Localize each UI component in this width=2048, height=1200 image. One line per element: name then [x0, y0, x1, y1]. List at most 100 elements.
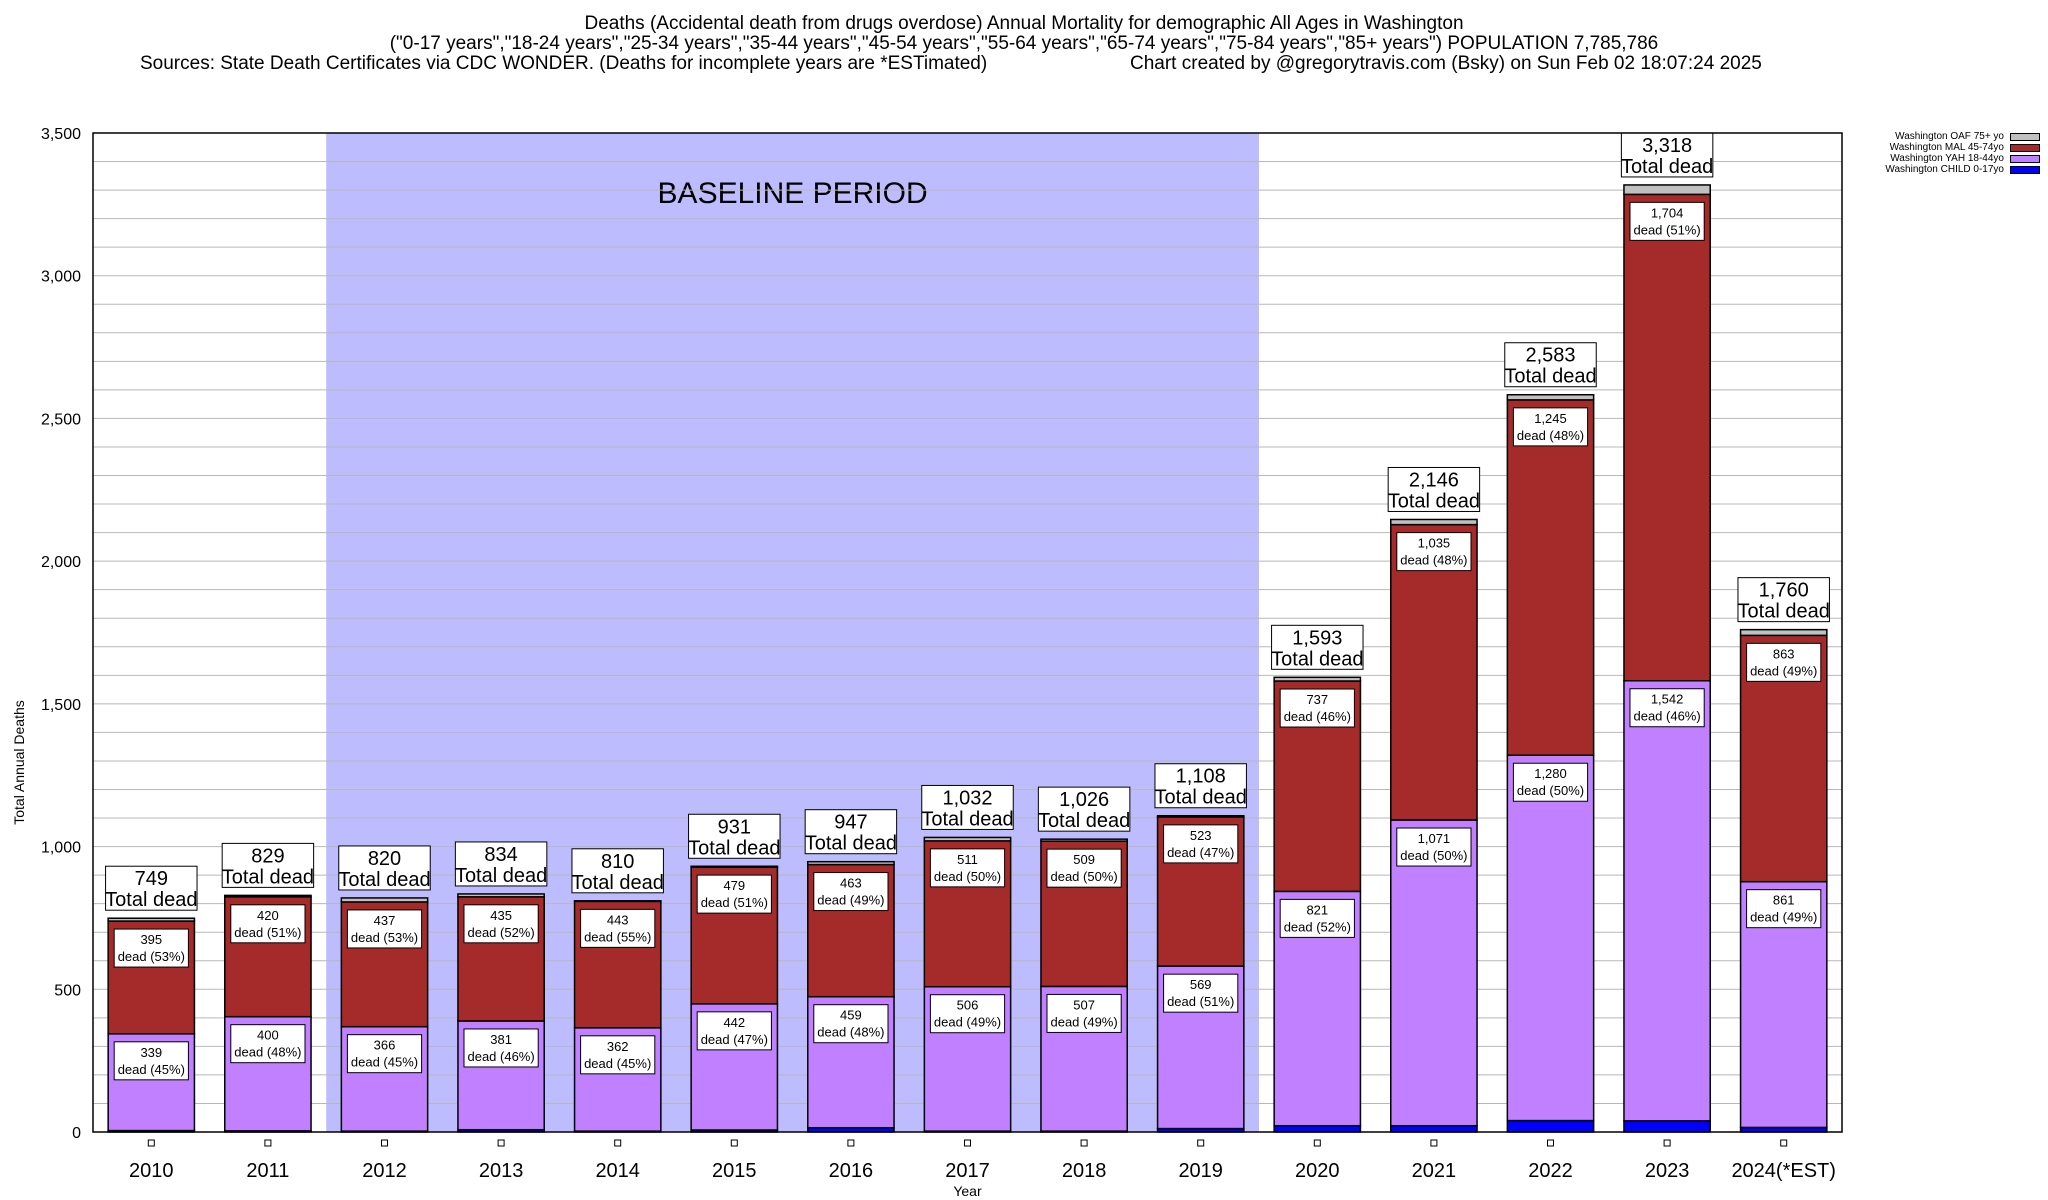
- segment-label-percent: dead (52%): [467, 925, 534, 940]
- segment-label-value: 459: [840, 1008, 862, 1023]
- segment-label-box: [696, 874, 772, 914]
- bar-segment-yah: [1390, 819, 1478, 1127]
- segment-label-value: 339: [140, 1045, 162, 1060]
- child-marker: [1313, 1139, 1321, 1147]
- legend-item: Washington OAF 75+ yo: [1840, 131, 2040, 142]
- child-marker: [1430, 1139, 1438, 1147]
- total-label-box: [105, 865, 198, 911]
- segment-label-box: [1046, 848, 1122, 888]
- segment-label-box: [113, 928, 189, 968]
- legend-swatch: [2010, 165, 2040, 174]
- y-tick-label: 3,000: [41, 269, 81, 286]
- total-label-suffix: Total dead: [338, 869, 430, 891]
- segment-label-percent: dead (53%): [351, 930, 418, 945]
- total-label-box: [921, 784, 1014, 830]
- segment-label-value: 861: [1773, 893, 1795, 908]
- segment-label-value: 1,245: [1534, 411, 1567, 426]
- bar-segment-mal: [1623, 193, 1711, 682]
- child-marker: [1780, 1139, 1788, 1147]
- bar-segment-oaf: [457, 893, 545, 898]
- segment-label-percent: dead (46%): [467, 1049, 534, 1064]
- child-marker: [147, 1139, 155, 1147]
- bar-segment-oaf: [923, 836, 1012, 842]
- bar-segment-oaf: [573, 900, 662, 903]
- bar-segment-oaf: [224, 894, 312, 898]
- total-label-value: 931: [718, 816, 751, 838]
- segment-label-percent: dead (49%): [934, 1015, 1001, 1030]
- segment-label-value: 435: [490, 908, 512, 923]
- total-label-value: 1,593: [1292, 627, 1342, 649]
- total-label-box: [338, 845, 431, 891]
- child-marker: [1663, 1139, 1671, 1147]
- x-tick-label: 2012: [362, 1160, 407, 1182]
- legend-swatch: [2010, 143, 2040, 152]
- total-label-suffix: Total dead: [1038, 810, 1130, 832]
- child-marker: [730, 1139, 738, 1147]
- x-tick-label: 2014: [595, 1160, 640, 1182]
- segment-label-box: [230, 904, 306, 944]
- segment-label-percent: dead (49%): [1050, 1014, 1117, 1029]
- bar-segment-oaf: [1273, 676, 1362, 682]
- segment-label-box: [1046, 993, 1122, 1033]
- bar-segment-oaf: [1390, 518, 1478, 526]
- segment-label-value: 463: [840, 876, 862, 891]
- total-label-value: 829: [251, 845, 284, 867]
- segment-label-box: [696, 1011, 772, 1051]
- segment-label-value: 821: [1306, 902, 1328, 917]
- segment-label-value: 1,071: [1418, 831, 1451, 846]
- x-tick-label: 2019: [1178, 1160, 1223, 1182]
- total-label-value: 1,026: [1059, 789, 1109, 811]
- segment-label-value: 506: [957, 998, 979, 1013]
- segment-label-value: 737: [1306, 692, 1328, 707]
- x-tick-label: 2023: [1645, 1160, 1690, 1182]
- total-label-value: 820: [368, 848, 401, 870]
- legend-label: Washington MAL 45-74yo: [1889, 142, 2004, 153]
- y-tick-label: 1,500: [41, 697, 81, 714]
- segment-label-value: 1,035: [1418, 536, 1451, 551]
- y-tick-label: 2,500: [41, 411, 81, 428]
- segment-label-value: 366: [374, 1038, 396, 1053]
- legend-label: Washington OAF 75+ yo: [1895, 131, 2004, 142]
- bar-segment-oaf: [107, 917, 196, 922]
- segment-label-box: [1629, 688, 1705, 728]
- segment-label-percent: dead (48%): [1517, 428, 1584, 443]
- chart-sources: Sources: State Death Certificates via CD…: [140, 53, 988, 74]
- segment-label-percent: dead (51%): [701, 895, 768, 910]
- child-marker: [381, 1139, 388, 1147]
- segment-label-percent: dead (55%): [584, 929, 651, 944]
- x-axis-label: Year: [953, 1183, 982, 1199]
- segment-label-box: [813, 1004, 889, 1044]
- x-tick-label: 2011: [246, 1160, 289, 1182]
- segment-label-percent: dead (48%): [1400, 553, 1467, 568]
- legend: Washington OAF 75+ yo Washington MAL 45-7…: [1840, 131, 2040, 175]
- total-label-value: 1,760: [1759, 580, 1809, 602]
- segment-label-value: 569: [1190, 977, 1212, 992]
- segment-label-percent: dead (51%): [234, 925, 301, 940]
- total-label-value: 834: [484, 844, 517, 866]
- segment-label-percent: dead (45%): [118, 1062, 185, 1077]
- x-tick-label: 2021: [1412, 1160, 1457, 1182]
- segment-label-percent: dead (46%): [1633, 709, 1700, 724]
- x-tick-label: 2020: [1295, 1160, 1340, 1182]
- segment-label-box: [929, 994, 1006, 1034]
- segment-label-value: 1,704: [1651, 205, 1684, 220]
- y-tick-label: 1,000: [41, 840, 81, 857]
- segment-label-box: [1279, 898, 1355, 938]
- total-label-value: 3,318: [1642, 135, 1692, 157]
- legend-item: Washington CHILD 0-17yo: [1840, 164, 2040, 175]
- segment-label-value: 420: [257, 908, 279, 923]
- bar-segment-child: [1506, 1119, 1595, 1133]
- bar-segment-oaf: [690, 865, 779, 868]
- segment-label-percent: dead (48%): [817, 1025, 884, 1040]
- y-tick-label: 0: [72, 1125, 81, 1142]
- total-label-suffix: Total dead: [1271, 648, 1363, 670]
- y-tick-label: 2,000: [41, 554, 81, 571]
- segment-label-box: [346, 909, 423, 949]
- segment-label-value: 443: [607, 912, 629, 927]
- bar-segment-mal: [1390, 523, 1478, 821]
- segment-label-percent: dead (51%): [1633, 222, 1700, 237]
- total-label-box: [1037, 786, 1131, 832]
- bar-segment-child: [1390, 1124, 1478, 1133]
- segment-label-box: [463, 904, 539, 944]
